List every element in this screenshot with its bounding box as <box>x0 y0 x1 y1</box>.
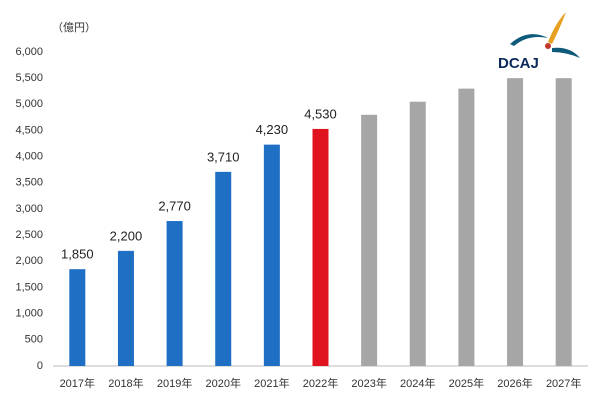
y-tick-label: 2,000 <box>15 255 43 267</box>
x-tick-label: 2025年 <box>449 376 484 390</box>
logo-swoosh <box>552 47 580 58</box>
x-tick-label: 2018年 <box>108 376 143 390</box>
y-tick-label: 5,000 <box>15 98 43 110</box>
x-tick-label: 2019年 <box>157 376 192 390</box>
logo: DCAJ <box>498 12 580 72</box>
logo-text: DCAJ <box>498 55 539 72</box>
bar <box>361 114 378 366</box>
y-tick-label: 1,500 <box>15 281 43 293</box>
x-tick-label: 2017年 <box>60 376 95 390</box>
y-tick-label: 500 <box>25 334 43 346</box>
x-tick-label: 2020年 <box>205 376 240 390</box>
bar <box>69 269 86 366</box>
y-tick-label: 5,500 <box>15 72 43 84</box>
bar <box>215 171 232 366</box>
bar <box>312 128 329 366</box>
y-tick-label: 2,500 <box>15 229 43 241</box>
bar <box>166 221 183 366</box>
x-tick-label: 2027年 <box>546 376 581 390</box>
bar <box>263 144 280 366</box>
x-tick-label: 2024年 <box>400 376 435 390</box>
unit-label: （億円） <box>52 21 96 34</box>
y-tick-label: 0 <box>37 360 43 372</box>
logo-swoosh <box>510 34 548 46</box>
y-tick-label: 4,000 <box>15 151 43 163</box>
bar <box>409 101 426 366</box>
value-label: 4,230 <box>256 122 289 137</box>
x-tick-label: 2022年 <box>303 376 338 390</box>
value-label: 4,530 <box>304 106 337 121</box>
bar <box>507 78 524 367</box>
bar <box>458 88 475 366</box>
bar <box>117 250 134 366</box>
logo-dot <box>545 43 551 49</box>
logo-swoosh <box>548 12 566 44</box>
y-tick-label: 4,500 <box>15 124 43 136</box>
bar <box>555 78 572 367</box>
x-tick-label: 2021年 <box>254 376 289 390</box>
value-label: 2,200 <box>110 228 143 243</box>
y-tick-label: 6,000 <box>15 46 43 58</box>
value-label: 3,710 <box>207 149 240 164</box>
y-tick-label: 3,500 <box>15 177 43 189</box>
value-label: 1,850 <box>61 247 94 262</box>
y-tick-label: 3,000 <box>15 203 43 215</box>
x-tick-label: 2023年 <box>351 376 386 390</box>
value-label: 2,770 <box>158 198 191 213</box>
y-tick-label: 1,000 <box>15 308 43 320</box>
x-tick-label: 2026年 <box>497 376 532 390</box>
